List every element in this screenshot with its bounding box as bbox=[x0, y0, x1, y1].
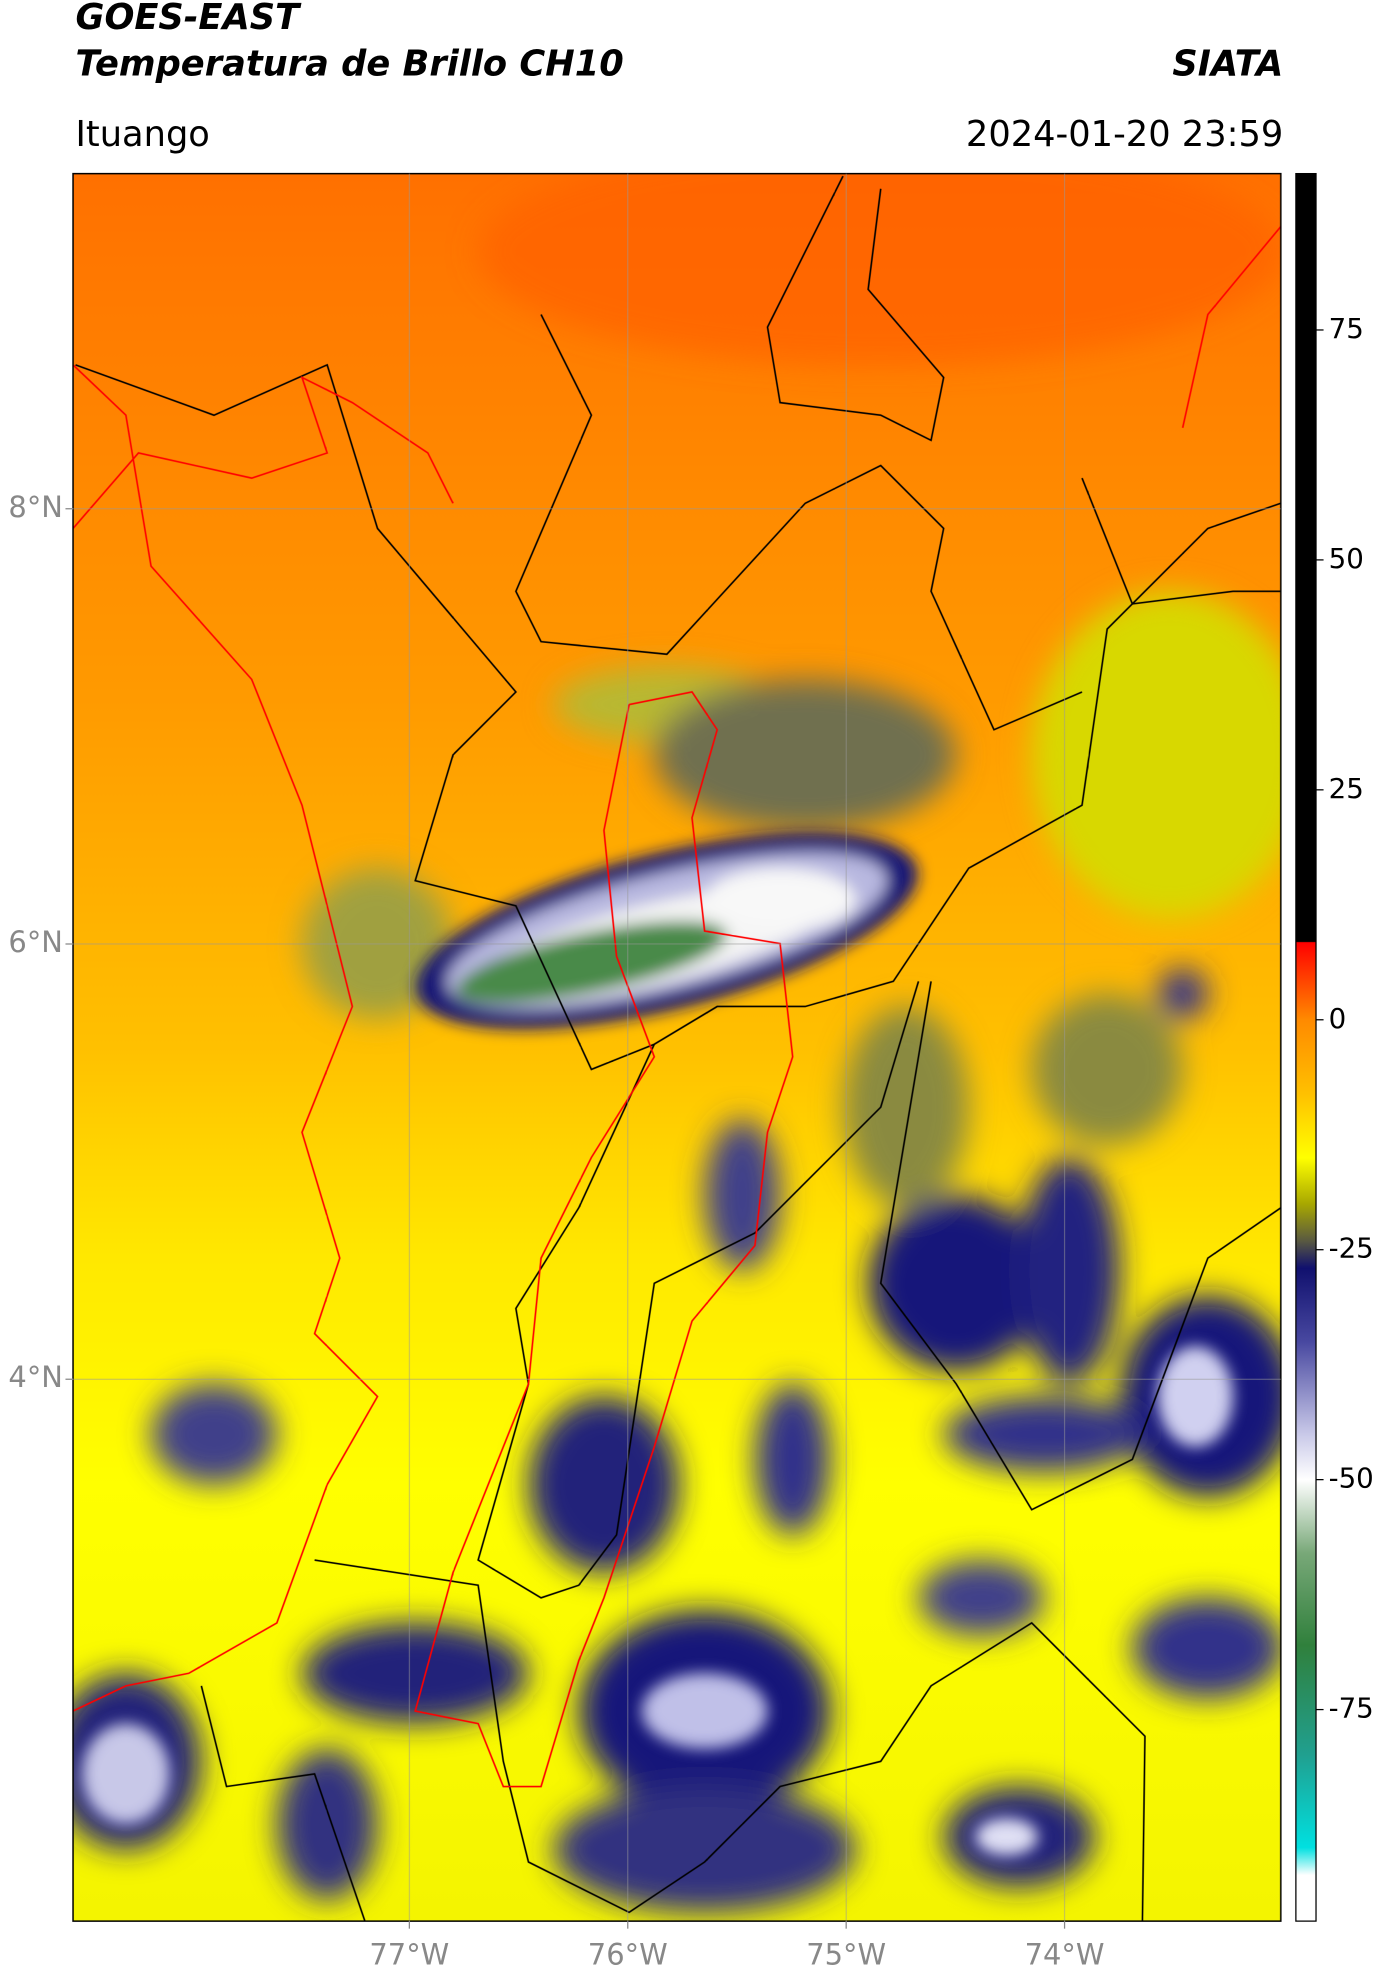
x-tick-label: 77°W bbox=[369, 1937, 449, 1971]
subtitle: Temperatura de Brillo CH10 bbox=[76, 43, 624, 84]
region: Ituango bbox=[76, 114, 210, 155]
colorbar-tick-label: 50 bbox=[1329, 542, 1364, 575]
source: SIATA bbox=[1172, 43, 1283, 84]
colorbar-tick-label: -25 bbox=[1329, 1232, 1374, 1265]
title: GOES-EAST bbox=[76, 0, 303, 38]
colorbar-tick-label: 25 bbox=[1329, 772, 1364, 805]
x-tick-label: 76°W bbox=[588, 1937, 668, 1971]
red-outlines bbox=[73, 225, 1281, 1788]
borders bbox=[75, 175, 1281, 1922]
datetime: 2024-01-20 23:59 bbox=[966, 114, 1283, 155]
y-tick-label: 6°N bbox=[8, 925, 62, 959]
colorbar bbox=[1295, 172, 1317, 1922]
y-tick-label: 8°N bbox=[8, 490, 62, 524]
graticule: 77°W 76°W 75°W 74°W 8°N 6°N 4°N bbox=[8, 173, 1281, 1971]
x-tick-label: 75°W bbox=[806, 1937, 886, 1971]
x-tick-label: 74°W bbox=[1025, 1937, 1105, 1971]
colorbar-tick-label: -50 bbox=[1329, 1462, 1374, 1495]
colorbar-tick-label: 75 bbox=[1329, 312, 1364, 345]
map-frame bbox=[72, 172, 1282, 1922]
map-image bbox=[73, 173, 1281, 1922]
colorbar-tick-label: 0 bbox=[1329, 1002, 1347, 1035]
clouds bbox=[73, 173, 1281, 1913]
colorbar-tick-label: -75 bbox=[1329, 1692, 1374, 1725]
y-tick-label: 4°N bbox=[8, 1360, 62, 1394]
